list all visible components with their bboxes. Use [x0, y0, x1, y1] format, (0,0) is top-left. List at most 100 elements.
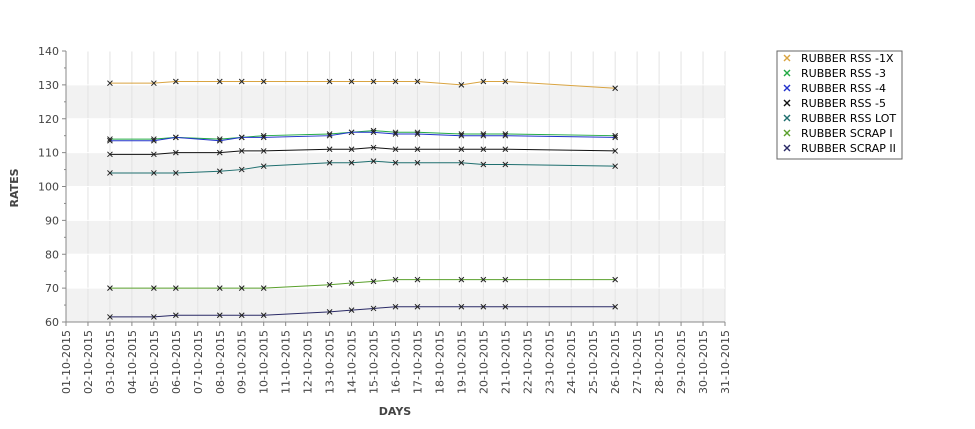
point-marker-stroke — [502, 146, 509, 153]
y-tick-label: 60 — [45, 316, 59, 329]
data-point — [260, 148, 267, 154]
point-marker-stroke — [326, 78, 333, 85]
data-point — [612, 148, 619, 154]
data-point — [151, 314, 157, 320]
data-point — [107, 285, 113, 291]
legend-item: RUBBER RSS LOT — [783, 112, 896, 125]
data-point — [612, 303, 619, 310]
data-point — [348, 146, 355, 153]
point-marker-stroke — [216, 312, 223, 319]
legend-label: RUBBER SCRAP II — [801, 142, 896, 155]
point-marker-stroke — [392, 159, 399, 166]
x-tick-label: 24-10-2015 — [565, 330, 578, 394]
data-point — [216, 149, 223, 156]
y-axis-ticks: 60 70 80 90 100 110 120 130 140 — [38, 45, 66, 329]
data-point — [370, 278, 377, 285]
point-marker-stroke — [458, 276, 465, 283]
data-point — [107, 80, 113, 87]
point-marker-stroke — [480, 132, 487, 139]
data-point — [612, 85, 619, 92]
point-marker-stroke — [238, 148, 245, 154]
point-marker-stroke — [480, 78, 487, 85]
x-tick-label: 31-10-2015 — [719, 330, 732, 394]
legend-marker — [783, 114, 791, 122]
point-marker-stroke — [107, 314, 113, 320]
point-marker-stroke — [260, 285, 267, 291]
series-rubber-scrap-i — [107, 276, 619, 291]
x-tick-label: 05-10-2015 — [148, 330, 161, 394]
data-point — [326, 281, 333, 288]
data-point — [502, 78, 509, 85]
data-point — [480, 132, 487, 139]
data-point — [348, 159, 355, 166]
point-marker-stroke — [370, 305, 377, 312]
series-rubber-rss-5 — [107, 144, 619, 158]
data-point — [326, 308, 333, 315]
point-marker-stroke — [370, 78, 377, 85]
x-tick-label: 09-10-2015 — [236, 330, 249, 394]
x-tick-label: 30-10-2015 — [697, 330, 710, 394]
legend: RUBBER RSS -1X RUBBER RSS -3 RUBBER RSS -4… — [776, 50, 903, 160]
data-point — [172, 78, 179, 85]
x-tick-label: 28-10-2015 — [653, 330, 666, 394]
point-marker-stroke — [107, 151, 113, 158]
point-marker-stroke — [238, 78, 245, 85]
point-marker-stroke — [107, 285, 113, 291]
data-point — [172, 149, 179, 156]
point-marker-stroke — [238, 285, 245, 291]
y-tick-label: 110 — [38, 147, 59, 160]
point-marker-stroke — [238, 312, 245, 319]
legend-box — [776, 50, 903, 160]
data-point — [348, 78, 355, 85]
point-marker-stroke — [107, 137, 113, 144]
data-point — [414, 131, 421, 137]
data-point — [151, 285, 157, 291]
data-point — [260, 285, 267, 291]
point-marker-stroke — [414, 159, 421, 166]
x-tick-label: 18-10-2015 — [433, 330, 446, 394]
point-marker-stroke — [172, 134, 179, 141]
legend-label: RUBBER RSS -1X — [801, 52, 894, 65]
x-tick-label: 02-10-2015 — [82, 330, 95, 394]
data-point — [238, 285, 245, 291]
point-marker-stroke — [612, 303, 619, 310]
series-rubber-rss-4 — [107, 129, 619, 144]
point-marker-stroke — [370, 158, 377, 164]
point-marker-stroke — [348, 78, 355, 85]
x-axis-title: DAYS — [379, 405, 412, 418]
point-marker-stroke — [502, 132, 509, 139]
x-tick-label: 26-10-2015 — [609, 330, 622, 394]
data-point — [370, 129, 377, 136]
point-marker-stroke — [216, 78, 223, 85]
point-marker-stroke — [414, 303, 421, 310]
data-point — [216, 285, 223, 291]
y-tick-label: 130 — [38, 79, 59, 92]
data-point — [480, 161, 487, 168]
point-marker-stroke — [172, 78, 179, 85]
data-point — [392, 159, 399, 166]
point-marker-stroke — [151, 151, 157, 158]
point-marker-stroke — [107, 136, 113, 142]
y-tick-label: 80 — [45, 248, 59, 261]
data-point — [612, 163, 619, 170]
legend-label: RUBBER RSS LOT — [801, 112, 896, 125]
x-tick-label: 01-10-2015 — [60, 330, 73, 394]
data-point — [370, 78, 377, 85]
data-point — [458, 132, 465, 139]
point-marker-stroke — [326, 308, 333, 315]
legend-item: RUBBER SCRAP II — [783, 142, 896, 155]
data-point — [260, 134, 267, 141]
legend-item: RUBBER SCRAP I — [783, 127, 893, 140]
data-point — [612, 276, 619, 283]
x-tick-label: 08-10-2015 — [214, 330, 227, 394]
legend-marker — [783, 99, 791, 107]
data-point — [502, 303, 509, 310]
point-marker-stroke — [370, 129, 377, 136]
point-marker-stroke — [348, 146, 355, 153]
data-point — [458, 146, 465, 153]
data-point — [172, 312, 179, 319]
series-rubber-rss-lot — [107, 158, 619, 176]
data-point — [392, 131, 399, 137]
point-marker-stroke — [480, 276, 487, 283]
